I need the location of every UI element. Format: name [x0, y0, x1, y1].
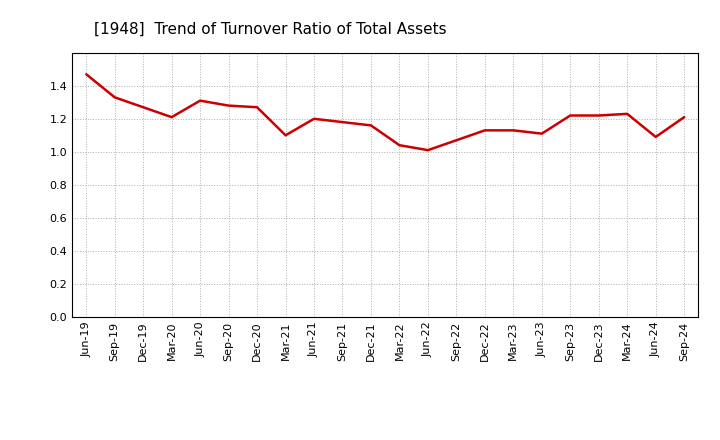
Text: [1948]  Trend of Turnover Ratio of Total Assets: [1948] Trend of Turnover Ratio of Total …	[94, 22, 446, 37]
